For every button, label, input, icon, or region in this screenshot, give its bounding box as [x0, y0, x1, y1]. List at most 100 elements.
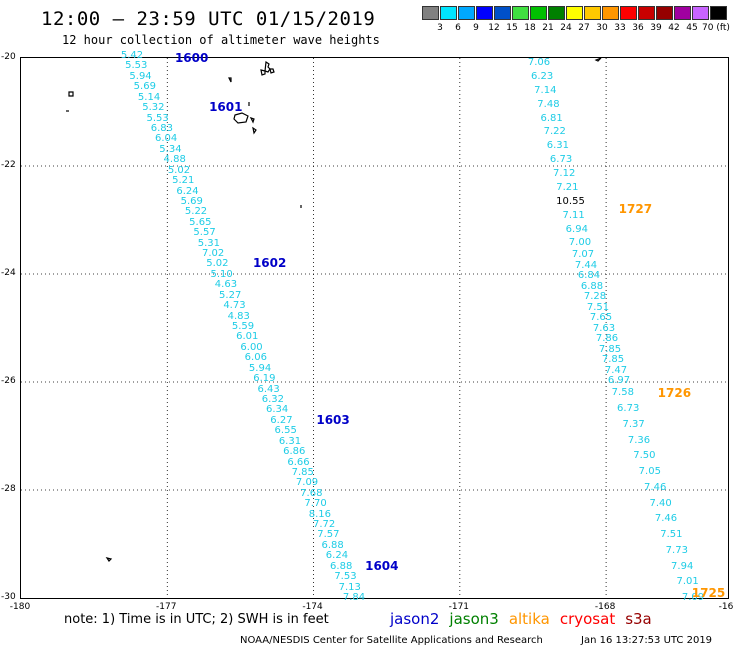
legend-cryosat: cryosat [559, 610, 616, 628]
wave-height-east: 6.31 [546, 140, 570, 152]
wave-height-east: 7.73 [665, 544, 688, 556]
wave-height-east: 7.09 [681, 592, 705, 603]
colorbar-label: 6 [455, 23, 461, 33]
wave-height-east: 7.51 [586, 301, 610, 313]
legend-altika: altika [508, 610, 550, 628]
colorbar-swatch [512, 6, 529, 20]
colorbar-label: 30 [596, 23, 608, 33]
map-title: 12:00 – 23:59 UTC 01/15/2019 [41, 8, 376, 30]
wave-height-west: 7.53 [334, 571, 357, 583]
wave-height-east: 7.46 [644, 481, 667, 493]
pass-time-label: 1600 [174, 51, 209, 65]
colorbar-label: 24 [560, 23, 572, 33]
wave-height-east: 7.22 [543, 126, 566, 138]
pass-time-label: 1727 [618, 202, 653, 217]
pass-time-label: 1604 [365, 558, 399, 573]
wave-height-east: 7.50 [633, 450, 656, 462]
wave-height-west: 6.19 [253, 373, 276, 385]
wave-height-west: 6.04 [155, 133, 178, 145]
colorbar-label: 33 [614, 23, 626, 33]
colorbar-swatch [440, 6, 457, 20]
wave-height-west: 5.32 [142, 102, 165, 114]
island-outline [68, 91, 74, 97]
colorbar-label: 9 [473, 23, 479, 33]
wave-height-west: 6.24 [176, 185, 199, 197]
footer-note: note: 1) Time is in UTC; 2) SWH is in fe… [64, 612, 329, 627]
colorbar-swatch [656, 6, 673, 20]
colorbar-label: 21 [542, 23, 554, 33]
pass-time-label: 1602 [252, 256, 287, 271]
wave-height-west: 5.57 [193, 227, 216, 239]
wave-height-east: 7.44 [574, 259, 598, 271]
colorbar-swatch [548, 6, 565, 20]
wave-height-east: 7.85 [601, 354, 625, 365]
satellite-legend: jason2 jason3 altika cryosat s3a [390, 610, 662, 628]
wave-height-east: 6.73 [617, 403, 640, 414]
wave-height-west: 5.59 [231, 321, 255, 332]
wave-height-east: 6.94 [565, 223, 588, 235]
longitude-tick-label: -174 [302, 602, 323, 612]
latitude-tick-label: -20 [1, 52, 16, 62]
wave-height-west: 6.31 [278, 435, 302, 447]
colorbar-swatch [620, 6, 637, 20]
wave-height-west: 7.57 [317, 529, 340, 541]
wave-height-east: 7.01 [676, 576, 699, 588]
wave-height-west: 4.73 [223, 300, 246, 312]
pass-time-label: 1726 [657, 385, 692, 400]
colorbar-swatch [710, 6, 727, 20]
wave-height-east: 7.94 [671, 560, 694, 572]
map-canvas [21, 57, 728, 598]
map-plot-area: 5.42 5.53 5.94 5.69 5.14 5.32 5.53 6.83 6.04 5.34… [20, 51, 729, 603]
wave-height-west: 5.02 [206, 258, 229, 270]
colorbar-swatch [494, 6, 511, 20]
longitude-tick-label: -16 [718, 602, 734, 612]
generation-timestamp: Jan 16 13:27:53 UTC 2019 [581, 635, 713, 646]
wave-height-east: 7.11 [562, 209, 585, 221]
island-outline [269, 68, 275, 74]
wave-height-east: 7.47 [604, 364, 628, 376]
wave-height-west: 5.42 [120, 50, 144, 61]
wave-height-east: 7.48 [537, 98, 560, 110]
wave-height-east: 7.37 [622, 418, 645, 430]
wave-height-west: 5.10 [210, 268, 233, 280]
wave-height-west: 5.21 [172, 175, 195, 187]
wave-height-west: 7.13 [338, 581, 361, 593]
wave-height-east: 6.81 [540, 112, 563, 124]
latitude-tick-label: -22 [1, 160, 16, 170]
wave-height-east: 7.51 [660, 529, 683, 540]
wave-height-east: 6.88 [580, 280, 604, 292]
wave-height-labels: 5.42 5.53 5.94 5.69 5.14 5.32 5.53 6.83 6.04 5.34… [21, 51, 728, 603]
wave-height-west: 6.24 [325, 550, 349, 562]
colorbar-label: 27 [578, 23, 590, 33]
wave-height-east: 7.21 [556, 181, 579, 193]
wave-height-west: 6.88 [321, 539, 344, 551]
wave-height-west: 6.27 [270, 414, 293, 426]
latitude-tick-label: -28 [1, 484, 16, 494]
latitude-tick-label: -24 [1, 268, 16, 278]
wave-height-west: 5.69 [133, 81, 156, 93]
longitude-tick-label: -177 [156, 602, 177, 612]
colorbar-swatch [638, 6, 655, 20]
wave-height-west: 5.65 [189, 216, 212, 228]
wave-height-east: 7.46 [654, 513, 678, 525]
colorbar-swatch [566, 6, 583, 20]
wave-height-west: 4.83 [227, 310, 250, 322]
colorbar-label: 36 [632, 23, 644, 33]
wave-height-east: 7.85 [598, 343, 622, 355]
colorbar-label: 70 (ft) [702, 23, 730, 33]
longitude-tick-label: -180 [9, 602, 31, 612]
wave-height-east: 7.58 [611, 387, 634, 399]
wave-height-east: 10.55 [556, 195, 585, 207]
colorbar-label: 45 [686, 23, 698, 33]
colorbar-label: 12 [488, 23, 500, 33]
legend-jason3: jason3 [449, 610, 499, 628]
island-outline [260, 69, 266, 76]
colorbar-label: 3 [437, 23, 443, 33]
colorbar-swatch [584, 6, 601, 20]
wave-height-east: 7.05 [638, 466, 661, 477]
wave-height-west: 5.27 [219, 289, 242, 301]
legend-s3a: s3a [625, 610, 652, 628]
colorbar-label: 18 [524, 23, 536, 33]
colorbar-label: 15 [506, 23, 518, 33]
wave-height-west: 6.88 [330, 560, 353, 572]
